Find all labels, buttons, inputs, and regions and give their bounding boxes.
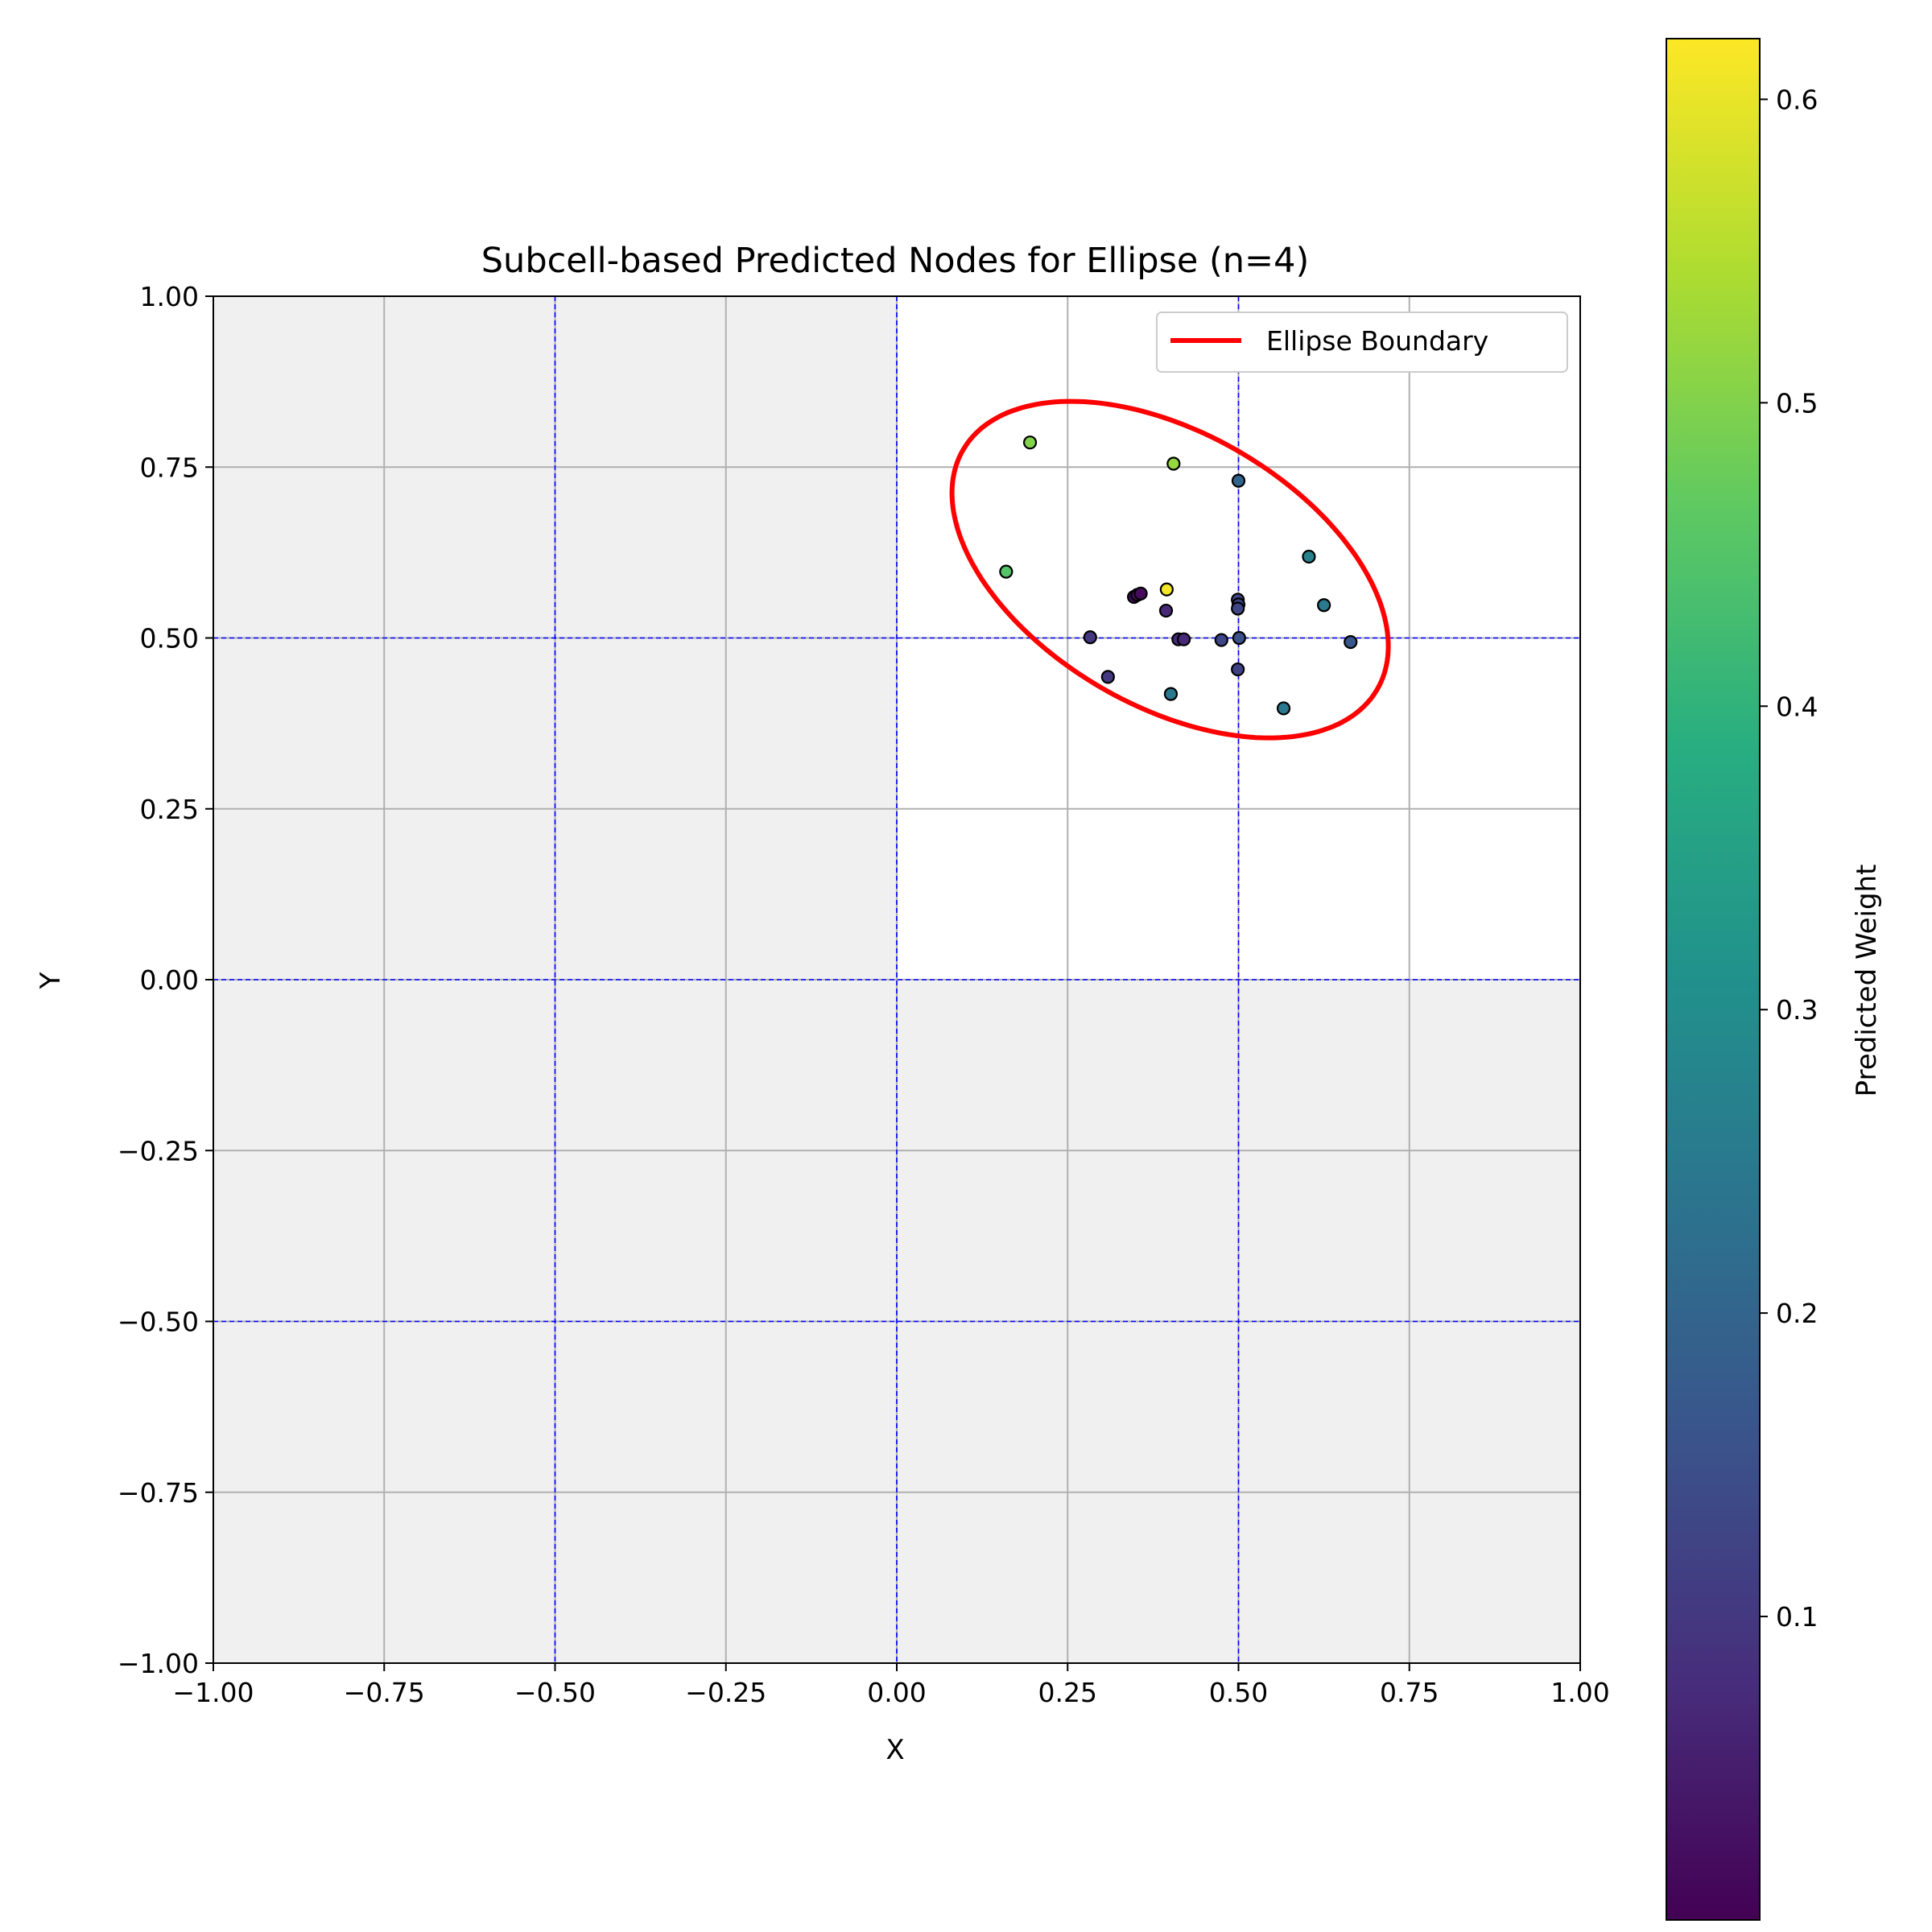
colorbar: 0.1 0.2 0.3 0.4 0.5 0.6 <box>1666 38 1818 1921</box>
data-point-3 <box>999 564 1013 579</box>
y-tick-label: −0.25 <box>118 1135 199 1166</box>
y-tick-label: 1.00 <box>140 281 199 312</box>
y-tick-label: 0.75 <box>140 452 199 483</box>
colorbar-tick-label: 0.1 <box>1776 1601 1818 1633</box>
x-axis-label: X <box>886 1734 904 1766</box>
colorbar-tick-label: 0.4 <box>1776 691 1818 722</box>
x-tick-label: −1.00 <box>172 1677 254 1708</box>
data-point-14 <box>1083 630 1097 645</box>
colorbar-tick-label: 0.2 <box>1776 1298 1818 1329</box>
x-tick-label: −0.25 <box>685 1677 766 1708</box>
colorbar-tick-label: 0.5 <box>1776 387 1818 419</box>
colorbar-label: Predicted Weight <box>1851 865 1883 1097</box>
y-tick-label: −0.75 <box>118 1477 199 1509</box>
data-point-5 <box>1159 582 1174 597</box>
data-point-17 <box>1214 633 1228 647</box>
x-tick-label: −0.75 <box>344 1677 425 1708</box>
y-tick-label: 0.00 <box>140 964 199 996</box>
colorbar-tick-label: 0.6 <box>1776 84 1818 115</box>
data-point-8 <box>1133 586 1148 601</box>
colorbar-gradient <box>1666 38 1761 1921</box>
y-axis-label: Y <box>35 972 67 989</box>
legend-frame <box>1156 312 1568 373</box>
data-point-11 <box>1231 601 1245 616</box>
x-tick-label: 0.50 <box>1209 1677 1268 1708</box>
y-tick-label: −1.00 <box>118 1648 199 1679</box>
data-point-21 <box>1100 670 1115 684</box>
x-tick-label: 1.00 <box>1550 1677 1609 1708</box>
data-point-18 <box>1232 630 1246 646</box>
y-tick-label: 0.25 <box>140 794 199 825</box>
data-point-19 <box>1344 634 1358 650</box>
legend: Ellipse Boundary <box>1156 312 1568 373</box>
y-tick-label: −0.50 <box>118 1307 199 1338</box>
ellipse-boundary <box>949 398 1391 741</box>
x-tick-label: 0.25 <box>1038 1677 1097 1708</box>
data-point-22 <box>1163 687 1179 701</box>
data-point-4 <box>1302 549 1316 564</box>
x-tick-label: −0.50 <box>514 1677 596 1708</box>
chart-title: Subcell-based Predicted Nodes for Ellips… <box>481 241 1309 281</box>
data-point-13 <box>1158 603 1174 618</box>
colorbar-tick-label: 0.3 <box>1776 994 1818 1026</box>
y-tick-label: 0.50 <box>140 623 199 654</box>
data-point-12 <box>1317 598 1331 613</box>
data-point-23 <box>1276 701 1291 716</box>
x-tick-label: 0.00 <box>867 1677 926 1708</box>
data-point-0 <box>1022 436 1038 450</box>
legend-entry-ellipse-boundary: Ellipse Boundary <box>1266 325 1488 357</box>
data-point-20 <box>1231 662 1245 677</box>
data-point-1 <box>1166 456 1181 471</box>
data-point-2 <box>1231 473 1246 488</box>
data-point-16 <box>1176 632 1191 646</box>
x-tick-label: 0.75 <box>1380 1677 1439 1708</box>
plot-area: −1.00 −0.75 −0.50 −0.25 0.00 0.25 0.50 0.75 1.00… <box>118 281 1610 1708</box>
